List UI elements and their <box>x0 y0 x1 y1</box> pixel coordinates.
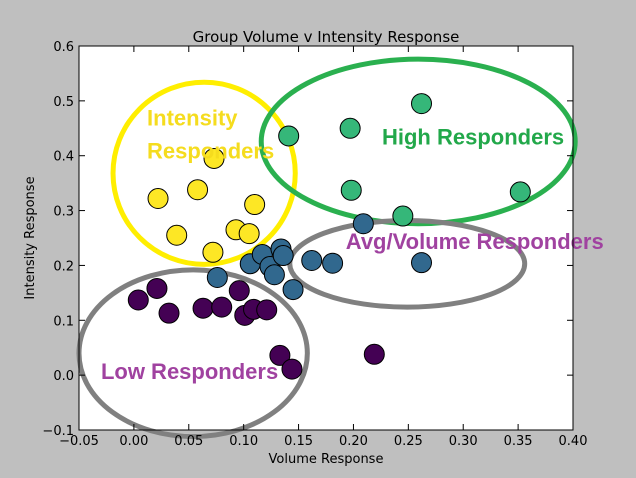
x-tick-label: 0.40 <box>559 434 588 449</box>
x-tick-label: 0.00 <box>119 434 148 449</box>
point-avg-0 <box>206 266 228 288</box>
point-intensity-2 <box>187 179 209 201</box>
chart-title: Group Volume v Intensity Response <box>193 28 460 46</box>
y-tick-label: 0.5 <box>53 95 74 110</box>
point-high-4 <box>411 93 433 115</box>
x-tick-label: 0.20 <box>339 434 368 449</box>
point-intensity-0 <box>147 188 169 210</box>
plot-frame <box>78 45 574 431</box>
y-axis-label: Intensity Response <box>23 176 38 299</box>
annotation-high: High Responders <box>382 125 564 150</box>
point-high-1 <box>339 117 361 139</box>
point-intensity-1 <box>166 224 188 246</box>
point-intensity-3 <box>203 147 225 169</box>
point-low-0 <box>127 289 149 311</box>
axis-ticks: −0.05 0.00 0.05 0.10 0.15 0.20 0.25 0.30 0.35 0.4… <box>42 40 587 449</box>
point-intensity-7 <box>244 194 266 216</box>
point-low-10 <box>281 358 303 380</box>
annotation-low: Low Responders <box>101 359 278 384</box>
x-tick-label: 0.05 <box>174 434 203 449</box>
y-tick-label: 0.2 <box>53 259 74 274</box>
group-annotations: Intensity Responders High Responders Avg/Vo… <box>101 106 604 384</box>
x-tick-label: 0.35 <box>504 434 533 449</box>
ellipse-high <box>258 56 578 227</box>
point-high-2 <box>340 179 362 201</box>
point-low-5 <box>228 280 250 302</box>
y-tick-label: 0.4 <box>53 150 74 165</box>
x-axis-label: Volume Response <box>269 452 384 467</box>
point-low-9 <box>269 344 291 366</box>
y-tick-label: −0.1 <box>42 424 74 439</box>
point-avg-9 <box>322 252 344 274</box>
plot-area <box>79 46 573 430</box>
x-tick-label: 0.10 <box>229 434 258 449</box>
point-avg-6 <box>272 245 294 267</box>
annotation-intensity-line-1: Responders <box>147 138 274 163</box>
ellipse-intensity <box>110 79 298 267</box>
point-low-11 <box>363 343 385 365</box>
point-low-8 <box>256 299 278 321</box>
point-high-0 <box>278 125 300 147</box>
point-intensity-4 <box>202 241 224 263</box>
annotation-intensity-line-0: Intensity <box>147 106 238 131</box>
annotation-avg: Avg/Volume Responders <box>346 229 604 254</box>
y-tick-label: 0.6 <box>53 40 74 55</box>
point-low-3 <box>192 297 214 319</box>
x-tick-label: 0.30 <box>449 434 478 449</box>
x-tick-label: 0.25 <box>394 434 423 449</box>
point-avg-7 <box>282 279 304 301</box>
x-tick-label: 0.15 <box>284 434 313 449</box>
point-low-1 <box>146 277 168 299</box>
point-high-3 <box>392 205 414 227</box>
y-tick-label: 0.1 <box>53 314 74 329</box>
data-points <box>127 93 531 380</box>
x-tick-label: −0.05 <box>59 434 99 449</box>
y-tick-label: 0.3 <box>53 205 74 220</box>
y-tick-label: 0.0 <box>53 369 74 384</box>
point-avg-8 <box>301 249 323 271</box>
point-intensity-6 <box>238 223 260 245</box>
point-avg-10 <box>352 213 374 235</box>
point-high-5 <box>509 181 531 203</box>
point-avg-11 <box>411 252 433 274</box>
point-low-2 <box>158 302 180 324</box>
point-avg-4 <box>263 264 285 286</box>
point-low-4 <box>211 296 233 318</box>
